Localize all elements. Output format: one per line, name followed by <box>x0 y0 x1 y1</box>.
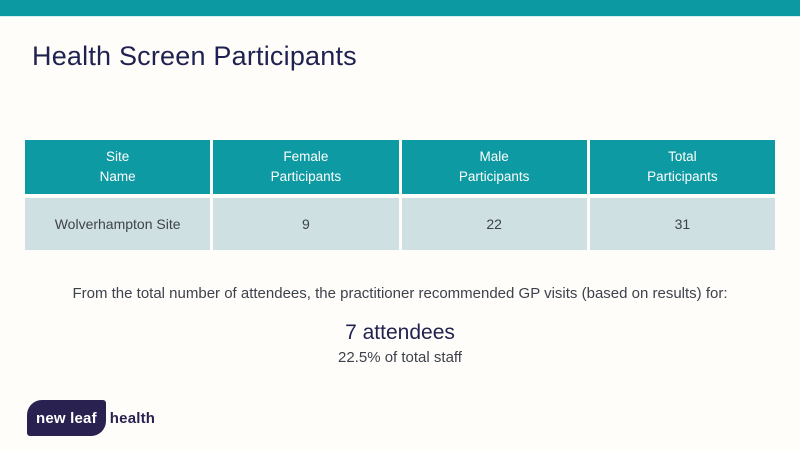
header-cell-site-name: Site Name <box>25 140 211 194</box>
cell-male-count: 22 <box>401 198 587 250</box>
header-line: Participants <box>458 169 530 184</box>
summary-text: From the total number of attendees, the … <box>72 285 728 302</box>
cell-female-count: 9 <box>213 198 399 250</box>
table-header-row: Site Name Female Participants Male Parti… <box>25 140 775 194</box>
page-title: Health Screen Participants <box>32 41 357 71</box>
top-accent-bar <box>0 0 800 17</box>
logo-leaf-box: new leaf <box>27 400 106 436</box>
staff-percentage: 22.5% of total staff <box>338 349 462 366</box>
table-row: Wolverhampton Site 9 22 31 <box>25 198 775 250</box>
logo-text-new-leaf: new leaf <box>36 409 97 427</box>
header-line: Participants <box>270 169 342 184</box>
header-line: Participants <box>647 169 718 184</box>
header-line: Female <box>283 148 329 164</box>
cell-total-count: 31 <box>589 198 775 250</box>
header-line: Site <box>105 148 130 164</box>
header-line: Total <box>668 148 697 164</box>
header-cell-total-participants: Total Participants <box>589 140 775 194</box>
header-cell-female-participants: Female Participants <box>213 140 399 194</box>
cell-site-name: Wolverhampton Site <box>25 198 211 250</box>
header-cell-male-participants: Male Participants <box>401 140 587 194</box>
logo-text-health: health <box>109 409 156 427</box>
new-leaf-health-logo: new leaf health <box>27 400 155 436</box>
attendees-count: 7 attendees <box>345 321 455 344</box>
participants-table: Site Name Female Participants Male Parti… <box>25 140 775 250</box>
header-line: Male <box>479 148 509 164</box>
header-line: Name <box>99 169 136 184</box>
